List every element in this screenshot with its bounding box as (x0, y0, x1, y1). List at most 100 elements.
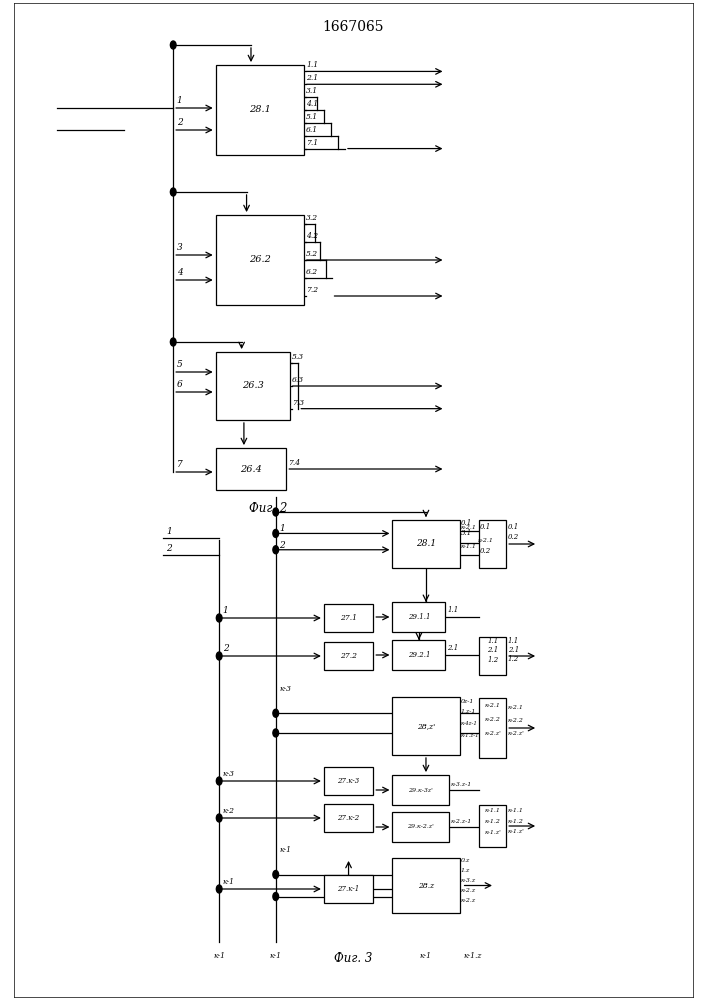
Text: 2: 2 (223, 644, 228, 653)
Circle shape (216, 777, 222, 785)
Text: 7.1: 7.1 (306, 139, 318, 147)
Circle shape (170, 41, 176, 49)
Bar (392, 520, 460, 568)
Text: 6.1: 6.1 (306, 126, 318, 134)
Text: к-3: к-3 (279, 685, 291, 693)
Text: к-1.2: к-1.2 (485, 819, 501, 824)
Text: 29.к-2.z': 29.к-2.z' (407, 824, 434, 830)
Text: 1.2: 1.2 (508, 655, 519, 663)
Text: 0.1: 0.1 (480, 523, 491, 531)
Text: к-1: к-1 (223, 878, 235, 886)
Text: 0.1: 0.1 (461, 519, 472, 527)
Text: 5: 5 (177, 360, 182, 369)
Text: 3.1: 3.1 (461, 529, 472, 537)
Text: 6.2: 6.2 (306, 268, 318, 276)
Text: к-2.z': к-2.z' (484, 731, 501, 736)
Text: к-1: к-1 (214, 952, 225, 960)
Text: к-1.1: к-1.1 (508, 808, 523, 813)
Text: к-2.z': к-2.z' (508, 731, 525, 736)
Text: к-1.1: к-1.1 (485, 808, 501, 813)
Text: к-1.1: к-1.1 (461, 544, 477, 549)
Text: 26.2: 26.2 (249, 255, 271, 264)
Text: 27.1: 27.1 (340, 614, 357, 622)
Bar (324, 604, 373, 632)
Text: 2: 2 (177, 118, 182, 127)
Bar (216, 215, 304, 305)
Circle shape (216, 885, 222, 893)
Circle shape (273, 546, 279, 554)
Text: 5.3: 5.3 (292, 353, 304, 361)
Text: к-3: к-3 (223, 770, 235, 778)
Text: 2.1: 2.1 (306, 74, 318, 82)
Text: 6.3: 6.3 (292, 376, 304, 384)
Bar (392, 697, 460, 755)
Text: к-1.2: к-1.2 (508, 819, 523, 824)
Text: 28.z: 28.z (418, 882, 434, 890)
Text: к-2.z: к-2.z (461, 888, 476, 893)
Text: 29.1.1: 29.1.1 (408, 613, 430, 621)
Circle shape (170, 188, 176, 196)
Text: 3.1: 3.1 (306, 87, 318, 95)
Text: 2: 2 (166, 544, 172, 553)
Circle shape (273, 709, 279, 717)
Text: к-2.1: к-2.1 (485, 703, 501, 708)
Text: 29.2.1: 29.2.1 (408, 651, 430, 659)
Text: 1: 1 (223, 606, 228, 615)
Bar (324, 642, 373, 670)
Text: 1: 1 (177, 96, 182, 105)
Text: 27.2: 27.2 (340, 652, 357, 660)
Text: 0z-1: 0z-1 (461, 699, 474, 704)
Circle shape (216, 652, 222, 660)
Text: 6: 6 (177, 380, 182, 389)
Bar (392, 640, 445, 670)
Text: 3.2: 3.2 (306, 214, 318, 222)
Text: к-2.z-1: к-2.z-1 (450, 819, 472, 824)
Text: 1.z: 1.z (461, 868, 470, 873)
Text: 2.1: 2.1 (448, 644, 459, 652)
Text: к-1.z': к-1.z' (484, 830, 501, 835)
Bar (479, 805, 506, 847)
Text: 1.1: 1.1 (487, 637, 498, 645)
Text: к-2.1: к-2.1 (478, 538, 493, 543)
Text: 4.2: 4.2 (306, 232, 318, 240)
Text: к-1.z': к-1.z' (508, 829, 525, 834)
Circle shape (273, 870, 279, 879)
Bar (216, 352, 290, 420)
Bar (479, 698, 506, 758)
Text: 4: 4 (177, 268, 182, 277)
Text: к-4z-1: к-4z-1 (461, 721, 478, 726)
Circle shape (273, 529, 279, 537)
Text: 0.z: 0.z (461, 858, 470, 863)
Text: к-3.z: к-3.z (461, 878, 476, 883)
Bar (392, 775, 449, 805)
Text: 28,z': 28,z' (417, 722, 435, 730)
Text: к-1: к-1 (270, 952, 281, 960)
Text: 4.1: 4.1 (306, 100, 318, 108)
Text: 2.1: 2.1 (508, 646, 519, 654)
Bar (392, 812, 449, 842)
Text: к-1: к-1 (279, 846, 291, 854)
Text: к-1: к-1 (420, 952, 432, 960)
Text: 1.1: 1.1 (508, 637, 519, 645)
Bar (324, 804, 373, 832)
Text: 1: 1 (166, 527, 172, 536)
Circle shape (273, 892, 279, 900)
Text: к-2.2: к-2.2 (485, 717, 501, 722)
Bar (479, 520, 506, 568)
Text: 1.z-1: 1.z-1 (461, 709, 477, 714)
Text: 2.1: 2.1 (487, 646, 498, 654)
Text: 28.1: 28.1 (249, 105, 271, 114)
Text: 27.к-3: 27.к-3 (337, 777, 360, 785)
Text: Фиг. 3: Фиг. 3 (334, 952, 373, 964)
Circle shape (273, 729, 279, 737)
Text: к-3.z-1: к-3.z-1 (450, 782, 472, 787)
Bar (216, 448, 286, 490)
Circle shape (216, 814, 222, 822)
Circle shape (216, 614, 222, 622)
Text: 0.1: 0.1 (508, 523, 519, 531)
Bar (392, 602, 445, 632)
Text: к-1.z: к-1.z (463, 952, 481, 960)
Circle shape (170, 338, 176, 346)
Text: 3: 3 (177, 243, 182, 252)
Text: 27.к-2: 27.к-2 (337, 814, 360, 822)
